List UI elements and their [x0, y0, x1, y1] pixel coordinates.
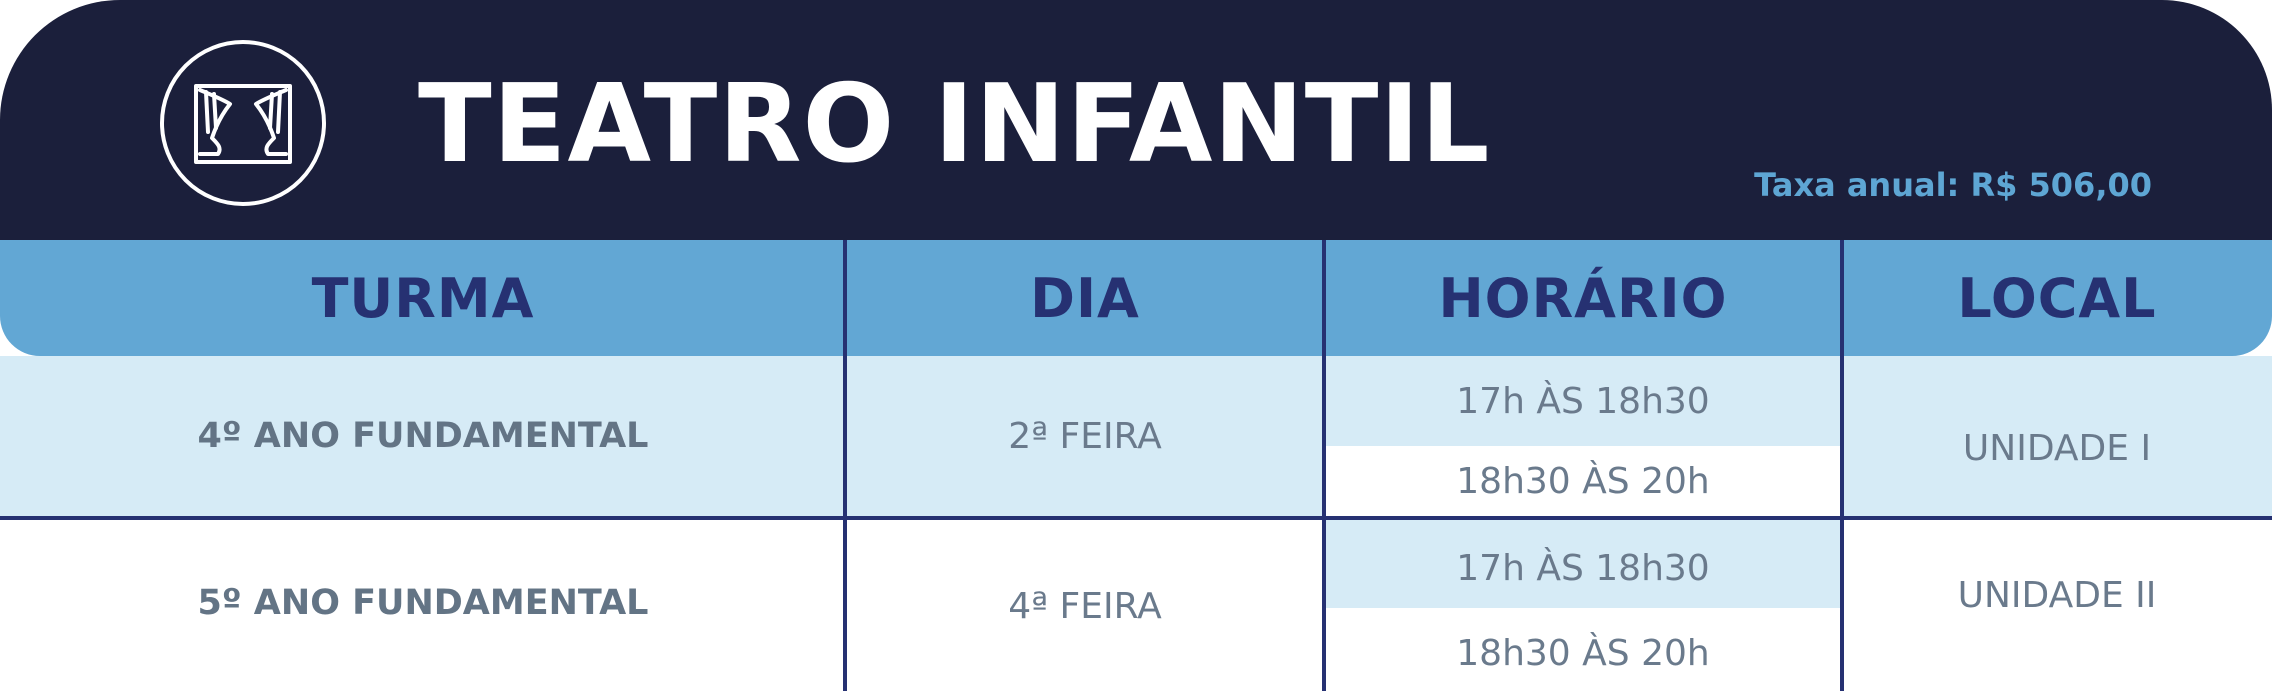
- row-horario: 17h ÀS 18h30: [1456, 380, 1710, 422]
- column-header-turma: TURMA: [311, 266, 535, 330]
- table-row: [0, 356, 2272, 518]
- time-slot-bg: [1326, 446, 1840, 516]
- column-header-dia: DIA: [1030, 266, 1140, 330]
- column-divider: [1322, 240, 1326, 691]
- table-row: [0, 520, 2272, 691]
- table-header: TURMA DIA HORÁRIO LOCAL: [0, 240, 2272, 356]
- row-turma: 5º ANO FUNDAMENTAL: [197, 583, 649, 623]
- logo: [160, 40, 326, 206]
- page-title: TEATRO INFANTIL: [418, 62, 1491, 187]
- column-divider: [1840, 240, 1844, 691]
- row-horario: 18h30 ÀS 20h: [1456, 460, 1710, 502]
- row-horario: 17h ÀS 18h30: [1456, 547, 1710, 589]
- row-dia: 4ª FEIRA: [1008, 585, 1162, 627]
- time-slot-bg: [1326, 520, 1840, 608]
- row-dia: 2ª FEIRA: [1008, 415, 1162, 457]
- header-banner: TEATRO INFANTIL Taxa anual: R$ 506,00: [0, 0, 2272, 260]
- row-turma: 4º ANO FUNDAMENTAL: [197, 416, 649, 456]
- row-horario: 18h30 ÀS 20h: [1456, 633, 1710, 674]
- row-local: UNIDADE I: [1962, 427, 2152, 469]
- column-divider: [843, 240, 847, 691]
- theater-curtain-icon: [194, 84, 292, 164]
- row-divider: [0, 516, 2272, 520]
- row-local: UNIDADE II: [1957, 574, 2157, 616]
- annual-fee: Taxa anual: R$ 506,00: [1754, 166, 2152, 204]
- column-header-local: LOCAL: [1957, 266, 2157, 330]
- column-header-horario: HORÁRIO: [1438, 266, 1728, 330]
